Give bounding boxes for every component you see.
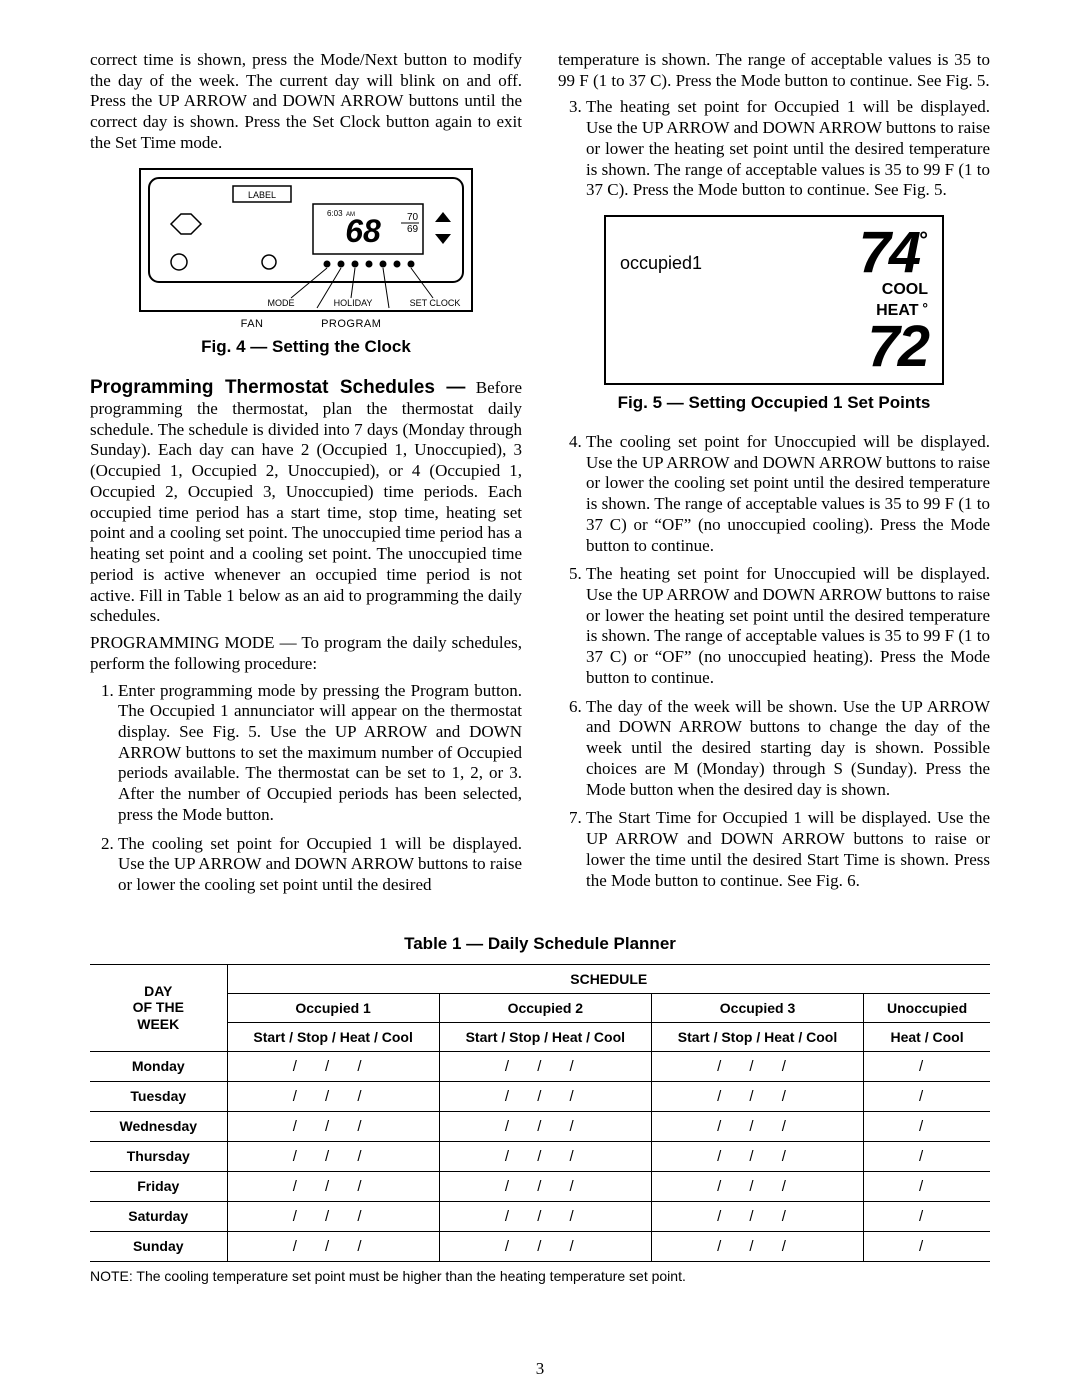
programming-mode-para: PROGRAMMING MODE — To program the daily … — [90, 633, 522, 674]
col-occupied-2: Occupied 2 — [439, 993, 651, 1022]
table-row-day: Tuesday — [90, 1081, 227, 1111]
svg-text:68: 68 — [345, 213, 381, 249]
schedule-header: SCHEDULE — [227, 964, 990, 993]
procedure-list-right-a: The heating set point for Occupied 1 wil… — [558, 97, 990, 201]
step-4: The cooling set point for Unoccupied wil… — [586, 432, 990, 556]
table-cell: / — [864, 1051, 990, 1081]
schedule-table: DAYOF THEWEEK SCHEDULE Occupied 1 Occupi… — [90, 964, 990, 1262]
step-6: The day of the week will be shown. Use t… — [586, 697, 990, 801]
table-cell: / / / — [439, 1111, 651, 1141]
table-cell: / — [864, 1231, 990, 1261]
continuation-para: temperature is shown. The range of accep… — [558, 50, 990, 91]
step-7: The Start Time for Occupied 1 will be di… — [586, 808, 990, 891]
table-cell: / / / — [439, 1051, 651, 1081]
step-5: The heating set point for Unoccupied wil… — [586, 564, 990, 688]
table-note: NOTE: The cooling temperature set point … — [90, 1268, 990, 1284]
sub-unocc: Heat / Cool — [864, 1022, 990, 1051]
table-cell: / / / — [439, 1171, 651, 1201]
table-cell: / / / — [227, 1141, 439, 1171]
svg-text:6:03: 6:03 — [327, 209, 343, 218]
table-cell: / / / — [651, 1201, 863, 1231]
table-cell: / / / — [439, 1231, 651, 1261]
table-row-day: Monday — [90, 1051, 227, 1081]
procedure-list-right-b: The cooling set point for Unoccupied wil… — [558, 432, 990, 891]
table-cell: / — [864, 1081, 990, 1111]
step-2: The cooling set point for Occupied 1 wil… — [118, 834, 522, 896]
day-of-week-header: DAYOF THEWEEK — [90, 964, 227, 1051]
procedure-list-left: Enter programming mode by pressing the P… — [90, 681, 522, 896]
table-cell: / / / — [227, 1231, 439, 1261]
svg-text:69: 69 — [407, 224, 419, 235]
programming-paragraph: Before programming the thermostat, plan … — [90, 378, 522, 626]
sub-occ-1: Start / Stop / Heat / Cool — [227, 1022, 439, 1051]
svg-text:70: 70 — [407, 212, 419, 223]
svg-text:HOLIDAY: HOLIDAY — [334, 298, 373, 308]
table-row-day: Thursday — [90, 1141, 227, 1171]
table-cell: / / / — [651, 1141, 863, 1171]
table-title: Table 1 — Daily Schedule Planner — [90, 934, 990, 954]
page-number: 3 — [0, 1359, 1080, 1379]
table-cell: / / / — [651, 1081, 863, 1111]
fig4-caption: Fig. 4 — Setting the Clock — [90, 337, 522, 358]
step-1: Enter programming mode by pressing the P… — [118, 681, 522, 826]
table-cell: / / / — [227, 1111, 439, 1141]
table-cell: / / / — [227, 1201, 439, 1231]
table-cell: / — [864, 1171, 990, 1201]
thermostat-diagram: LABEL 6:03 AM 68 70 69 — [141, 170, 471, 310]
cool-mode-label: Cool — [882, 281, 928, 298]
fig4-bottom-labels: FAN PROGRAM — [90, 318, 522, 331]
right-column: temperature is shown. The range of accep… — [558, 50, 990, 904]
figure-4-box: LABEL 6:03 AM 68 70 69 — [139, 168, 473, 312]
heat-temp-value: 72 — [867, 314, 928, 379]
table-cell: / / / — [651, 1231, 863, 1261]
figure-5-box: occupied1 74° Cool Heat ° 72 — [604, 215, 944, 385]
table-row-day: Wednesday — [90, 1111, 227, 1141]
table-cell: / / / — [227, 1171, 439, 1201]
table-cell: / / / — [439, 1201, 651, 1231]
col-occupied-3: Occupied 3 — [651, 993, 863, 1022]
table-row-day: Saturday — [90, 1201, 227, 1231]
sub-occ-2: Start / Stop / Heat / Cool — [439, 1022, 651, 1051]
fig5-caption: Fig. 5 — Setting Occupied 1 Set Points — [558, 393, 990, 414]
table-row-day: Sunday — [90, 1231, 227, 1261]
programming-heading: Programming Thermostat Schedules — — [90, 377, 465, 398]
svg-text:SET CLOCK: SET CLOCK — [410, 298, 461, 308]
col-occupied-1: Occupied 1 — [227, 993, 439, 1022]
sub-occ-3: Start / Stop / Heat / Cool — [651, 1022, 863, 1051]
table-cell: / / / — [651, 1051, 863, 1081]
col-unoccupied: Unoccupied — [864, 993, 990, 1022]
table-cell: / / / — [227, 1081, 439, 1111]
cool-temp-value: 74 — [859, 220, 920, 285]
table-cell: / / / — [227, 1051, 439, 1081]
table-cell: / — [864, 1111, 990, 1141]
table-cell: / — [864, 1201, 990, 1231]
svg-text:MODE: MODE — [268, 298, 295, 308]
table-row-day: Friday — [90, 1171, 227, 1201]
step-3: The heating set point for Occupied 1 wil… — [586, 97, 990, 201]
intro-paragraph: correct time is shown, press the Mode/Ne… — [90, 50, 522, 154]
left-column: correct time is shown, press the Mode/Ne… — [90, 50, 522, 904]
occupied1-label: occupied1 — [620, 253, 702, 275]
table-cell: / — [864, 1141, 990, 1171]
table-cell: / / / — [651, 1171, 863, 1201]
table-cell: / / / — [651, 1111, 863, 1141]
table-cell: / / / — [439, 1141, 651, 1171]
label-text: LABEL — [248, 190, 276, 200]
table-cell: / / / — [439, 1081, 651, 1111]
